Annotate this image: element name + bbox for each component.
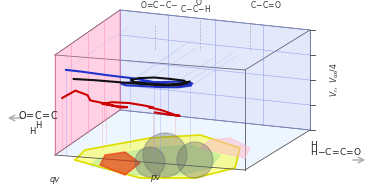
Circle shape bbox=[143, 133, 187, 177]
Text: $\mathrm{O}$: $\mathrm{O}$ bbox=[195, 0, 202, 7]
Polygon shape bbox=[75, 135, 240, 178]
Circle shape bbox=[135, 147, 165, 177]
Polygon shape bbox=[55, 110, 310, 170]
Text: H: H bbox=[35, 121, 41, 129]
Text: $V_r,\ V_\mathrm{ox}/4$: $V_r,\ V_\mathrm{ox}/4$ bbox=[329, 63, 341, 98]
Polygon shape bbox=[100, 152, 140, 175]
Text: $\mathrm{O{\!=\!}C{\!=\!}C}$: $\mathrm{O{\!=\!}C{\!=\!}C}$ bbox=[18, 109, 58, 121]
Polygon shape bbox=[120, 10, 310, 130]
Text: H: H bbox=[29, 128, 35, 136]
Text: $\mathrm{C{\!-\!}C{\!-\!}H}$: $\mathrm{C{\!-\!}C{\!-\!}H}$ bbox=[180, 3, 211, 14]
Text: $\mathrm{H}$: $\mathrm{H}$ bbox=[310, 139, 318, 150]
Polygon shape bbox=[90, 145, 220, 175]
Text: $\mathrm{H{\!-\!}C{\!=\!}C{\!=\!}O}$: $\mathrm{H{\!-\!}C{\!=\!}C{\!=\!}O}$ bbox=[310, 146, 362, 157]
Polygon shape bbox=[55, 10, 120, 155]
Text: pv: pv bbox=[150, 174, 160, 183]
Text: $\mathrm{O{\!=\!}C{\!-\!}C{\!-\!}}$: $\mathrm{O{\!=\!}C{\!-\!}C{\!-\!}}$ bbox=[140, 0, 178, 10]
Text: qv: qv bbox=[50, 176, 60, 184]
Text: $\mathrm{C{\!-\!}C{\!=\!}O}$: $\mathrm{C{\!-\!}C{\!=\!}O}$ bbox=[250, 0, 282, 10]
Polygon shape bbox=[200, 138, 250, 158]
Circle shape bbox=[177, 142, 213, 178]
